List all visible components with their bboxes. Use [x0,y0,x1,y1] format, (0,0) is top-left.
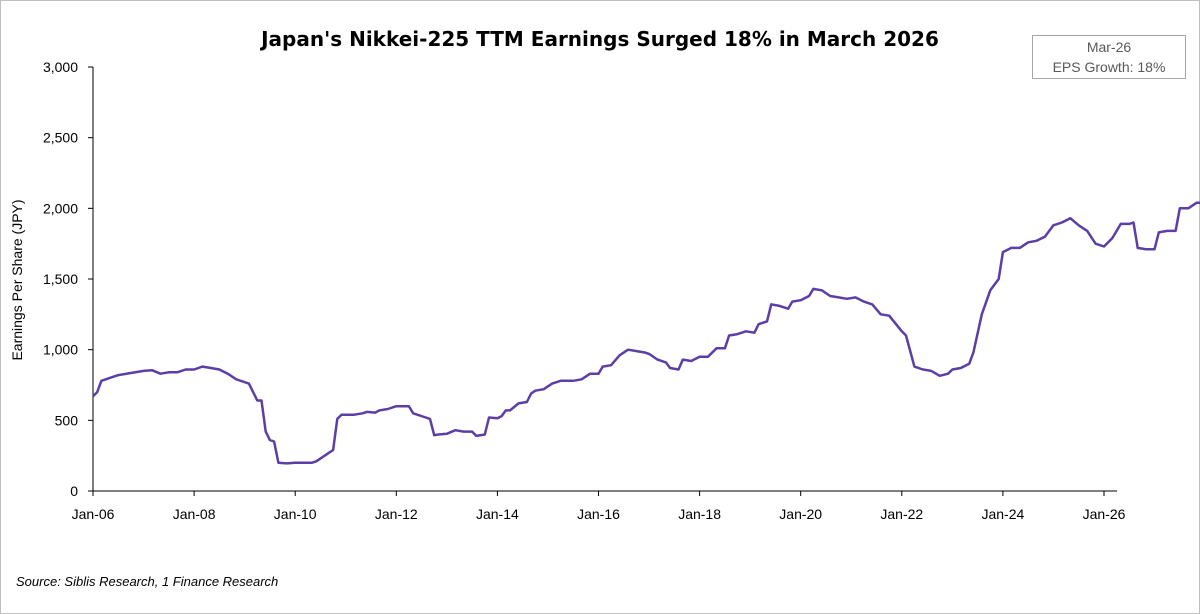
x-tick-label: Jan-16 [577,506,620,522]
y-tick-label: 2,000 [43,200,78,216]
chart-title: Japan's Nikkei-225 TTM Earnings Surged 1… [261,27,939,51]
callout-box: Mar-26 EPS Growth: 18% [1032,35,1186,79]
y-tick-label: 500 [55,412,79,428]
x-tick-label: Jan-26 [1083,506,1126,522]
y-tick-label: 1,500 [43,271,78,287]
callout-line-1: Mar-26 [1086,39,1132,55]
eps-series-line [92,201,1200,465]
x-tick-label: Jan-10 [274,506,317,522]
x-tick-label: Jan-12 [375,506,418,522]
x-tick-label: Jan-08 [173,506,216,522]
x-tick-label: Jan-20 [779,506,822,522]
y-tick-label: 0 [70,483,78,499]
series-layer [92,201,1200,465]
y-tick-label: 2,500 [43,130,78,146]
x-tick-label: Jan-22 [880,506,923,522]
y-axis-label: Earnings Per Share (JPY) [9,199,25,360]
callout-line-2: EPS Growth: 18% [1052,59,1166,75]
y-axis-label-group: Earnings Per Share (JPY) [9,199,25,360]
x-tick-label: Jan-24 [981,506,1024,522]
axes: 0 500 1,000 1,500 2,000 2,500 3,000 Jan-06 Jan-0… [43,59,1126,522]
y-tick-label: 1,000 [43,342,78,358]
x-tick-label: Jan-18 [678,506,721,522]
y-tick-label: 3,000 [43,59,78,75]
x-tick-label: Jan-14 [476,506,519,522]
x-tick-label: Jan-06 [72,506,115,522]
source-note: Source: Siblis Research, 1 Finance Resea… [16,574,279,589]
